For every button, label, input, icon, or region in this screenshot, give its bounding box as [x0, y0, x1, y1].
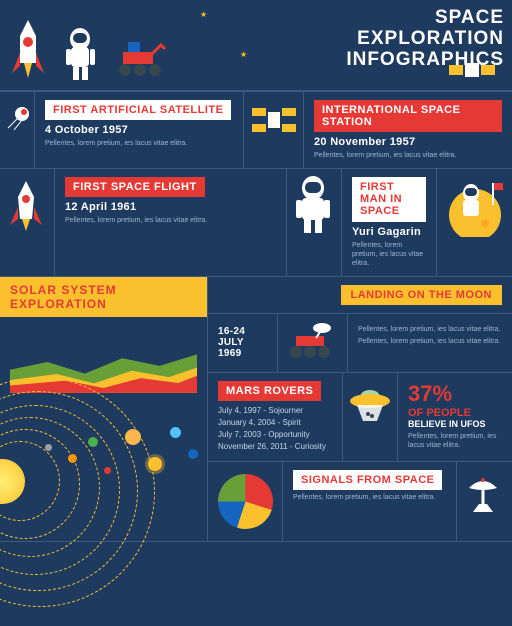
dish-icon	[459, 468, 507, 516]
solar-system	[0, 399, 207, 514]
solar-title: SOLAR SYSTEM EXPLORATION	[0, 277, 207, 317]
moon-astronaut-icon	[441, 175, 509, 237]
ufo-icon	[345, 379, 395, 424]
satellite-label: FIRST ARTIFICIAL SATELLITE	[45, 100, 231, 120]
man-label: FIRST MAN IN SPACE	[352, 177, 426, 221]
astronaut-small-icon	[291, 175, 336, 235]
pie-chart	[218, 474, 273, 529]
mars-rover-icon	[282, 318, 342, 363]
header: SPACE EXPLORATION INFOGRAPHICS	[0, 0, 512, 92]
flight-date: 12 April 1961	[65, 201, 276, 213]
iss-date: 20 November 1957	[314, 136, 502, 148]
row-flight-man: FIRST SPACE FLIGHT 12 April 1961 Pellent…	[0, 169, 512, 277]
ufo-pct: 37%	[408, 381, 452, 406]
rover-icon	[113, 37, 168, 82]
row-satellite-iss: FIRST ARTIFICIAL SATELLITE 4 October 195…	[0, 92, 512, 169]
iss-icon	[248, 100, 300, 140]
rocket-small-icon	[4, 177, 49, 232]
satellite-date: 4 October 1957	[45, 124, 233, 136]
satellite-header-icon	[447, 55, 497, 85]
moon-date: 16-24 JULY 1969	[218, 326, 267, 359]
sputnik-icon	[4, 104, 32, 132]
astronaut-icon	[63, 27, 98, 82]
row-solar-moon: SOLAR SYSTEM EXPLORATION LANDING ON THE …	[0, 277, 512, 542]
rovers-list: July 4, 1997 - Sojourner January 4, 2004…	[218, 405, 332, 453]
rocket-icon	[8, 18, 48, 82]
flight-label: FIRST SPACE FLIGHT	[65, 177, 205, 197]
rovers-label: MARS ROVERS	[218, 381, 321, 401]
iss-label: INTERNATIONAL SPACE STATION	[314, 100, 502, 132]
signals-label: SIGNALS FROM SPACE	[293, 470, 442, 490]
moon-label: LANDING ON THE MOON	[341, 285, 503, 305]
man-sub: Yuri Gagarin	[352, 226, 426, 238]
